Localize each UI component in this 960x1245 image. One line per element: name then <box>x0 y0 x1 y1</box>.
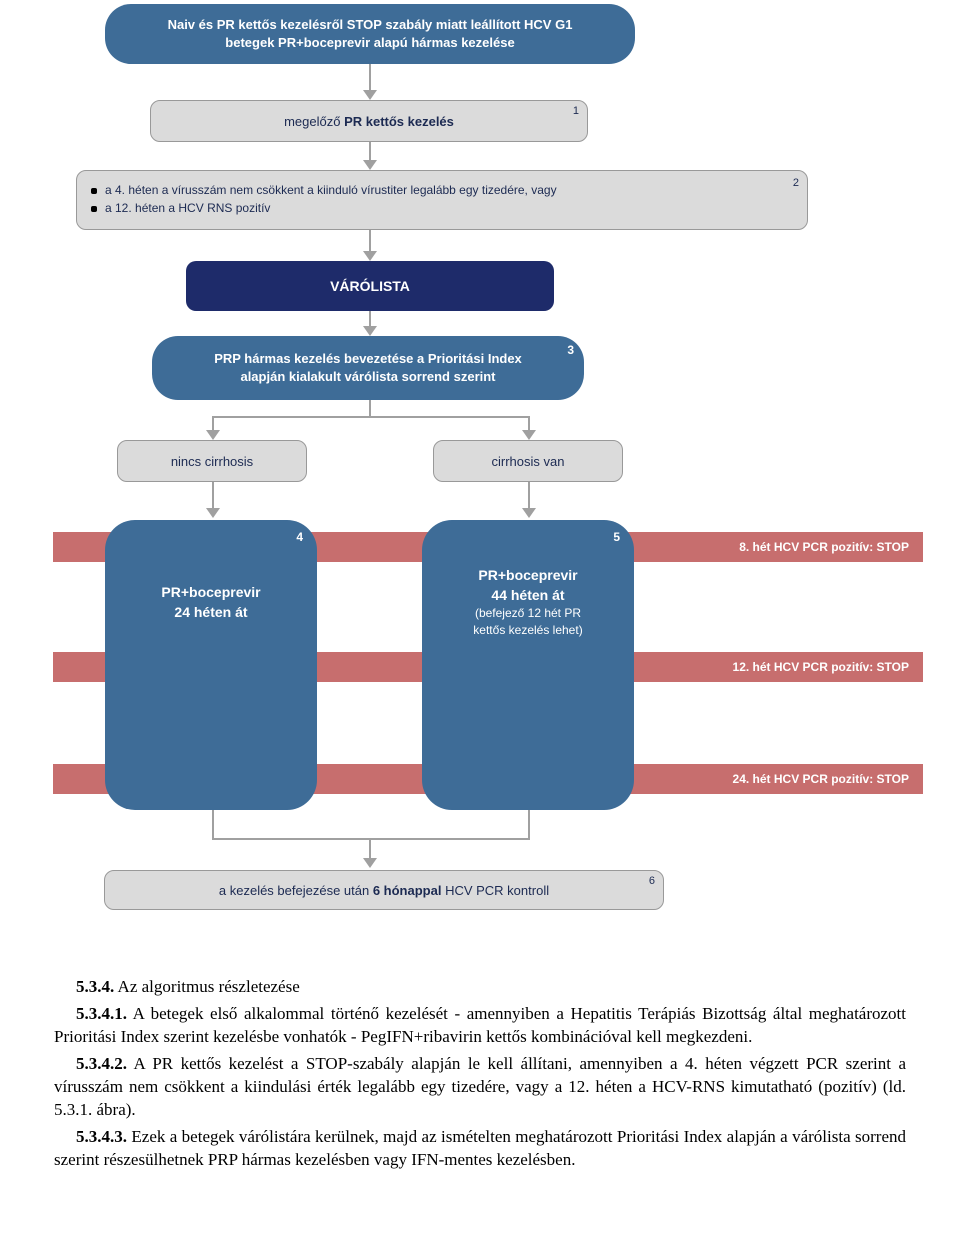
text: megelőző <box>284 114 344 129</box>
text-bold: 5.3.4. <box>76 977 114 996</box>
step-2-box: 2 a 4. héten a vírusszám nem csökkent a … <box>76 170 808 230</box>
text: kettős kezelés lehet) <box>422 622 634 639</box>
text: PR+boceprevir <box>105 582 317 602</box>
text: Ezek a betegek várólistára kerülnek, maj… <box>54 1127 906 1169</box>
step-num: 2 <box>793 175 799 192</box>
step-num: 1 <box>573 105 579 117</box>
text: cirrhosis van <box>492 454 565 469</box>
step-num: 4 <box>296 530 303 544</box>
arrowhead <box>363 251 377 261</box>
paragraph: 5.3.4.2. A PR kettős kezelést a STOP-sza… <box>54 1053 906 1122</box>
text: Az algoritmus részletezése <box>114 977 300 996</box>
arrow <box>369 230 371 253</box>
text-bold: 5.3.4.2. <box>76 1054 127 1073</box>
text: A betegek első alkalommal történő kezelé… <box>54 1004 906 1046</box>
text: 24. hét HCV PCR pozitív: STOP <box>733 772 909 786</box>
step-6-text: a kezelés befejezése után 6 hónappal HCV… <box>219 883 549 898</box>
connector <box>528 810 530 838</box>
section-heading: 5.3.4. Az algoritmus részletezése <box>54 976 906 999</box>
step-4-node: 4 PR+boceprevir 24 héten át <box>105 520 317 810</box>
arrowhead <box>522 508 536 518</box>
text: a 12. héten a HCV RNS pozitív <box>105 201 270 215</box>
waitlist-node: VÁRÓLISTA <box>186 261 554 311</box>
text: (befejező 12 hét PR <box>422 605 634 622</box>
cirrhosis-box: cirrhosis van <box>433 440 623 482</box>
step-num: 5 <box>613 530 620 544</box>
arrowhead <box>363 326 377 336</box>
bullet-row: a 12. héten a HCV RNS pozitív <box>91 199 793 217</box>
step-num: 3 <box>567 342 574 359</box>
step-1-box: 1 megelőző PR kettős kezelés <box>150 100 588 142</box>
text-bold: 6 hónappal <box>373 883 442 898</box>
text-bold: 5.3.4.3. <box>76 1127 127 1146</box>
text: HCV PCR kontroll <box>441 883 549 898</box>
text: nincs cirrhosis <box>171 454 253 469</box>
bullet-icon <box>91 206 97 212</box>
flowchart-page: Naiv és PR kettős kezelésről STOP szabál… <box>0 0 960 1245</box>
text: 12. hét HCV PCR pozitív: STOP <box>733 660 909 674</box>
no-cirrhosis-box: nincs cirrhosis <box>117 440 307 482</box>
connector <box>369 400 371 416</box>
arrow <box>369 64 371 92</box>
text: 44 héten át <box>422 586 634 606</box>
paragraph: 5.3.4.1. A betegek első alkalommal törté… <box>54 1003 906 1049</box>
step-num: 6 <box>649 875 655 887</box>
paragraph: 5.3.4.3. Ezek a betegek várólistára kerü… <box>54 1126 906 1172</box>
arrowhead <box>363 90 377 100</box>
text: A PR kettős kezelést a STOP-szabály alap… <box>54 1054 906 1119</box>
title-node: Naiv és PR kettős kezelésről STOP szabál… <box>105 4 635 64</box>
arrowhead <box>206 430 220 440</box>
title-line1: Naiv és PR kettős kezelésről STOP szabál… <box>105 16 635 34</box>
step-5-text: PR+boceprevir 44 héten át (befejező 12 h… <box>422 566 634 639</box>
body-text: 5.3.4. Az algoritmus részletezése 5.3.4.… <box>54 976 906 1176</box>
text: PRP hármas kezelés bevezetése a Prioritá… <box>152 350 584 368</box>
arrowhead <box>206 508 220 518</box>
text: 8. hét HCV PCR pozitív: STOP <box>739 540 909 554</box>
connector <box>528 482 530 510</box>
connector <box>212 416 528 418</box>
bullet-row: a 4. héten a vírusszám nem csökkent a ki… <box>91 181 793 199</box>
connector <box>212 482 214 510</box>
bullet-icon <box>91 188 97 194</box>
text: alapján kialakult várólista sorrend szer… <box>152 368 584 386</box>
arrowhead <box>363 160 377 170</box>
text: 24 héten át <box>105 602 317 622</box>
arrowhead <box>363 858 377 868</box>
connector <box>369 838 371 860</box>
arrow <box>369 142 371 162</box>
connector <box>212 810 214 838</box>
title-line2: betegek PR+boceprevir alapú hármas kezel… <box>105 34 635 52</box>
waitlist-label: VÁRÓLISTA <box>330 278 410 294</box>
text: a kezelés befejezése után <box>219 883 373 898</box>
text-bold: 5.3.4.1. <box>76 1004 127 1023</box>
arrowhead <box>522 430 536 440</box>
text: PR+boceprevir <box>422 566 634 586</box>
step-5-node: 5 PR+boceprevir 44 héten át (befejező 12… <box>422 520 634 810</box>
connector <box>212 838 530 840</box>
step-6-box: 6 a kezelés befejezése után 6 hónappal H… <box>104 870 664 910</box>
step-1-text: megelőző PR kettős kezelés <box>284 114 454 129</box>
step-4-text: PR+boceprevir 24 héten át <box>105 582 317 623</box>
text: a 4. héten a vírusszám nem csökkent a ki… <box>105 183 557 197</box>
text-bold: PR kettős kezelés <box>344 114 454 129</box>
step-3-node: 3 PRP hármas kezelés bevezetése a Priori… <box>152 336 584 400</box>
